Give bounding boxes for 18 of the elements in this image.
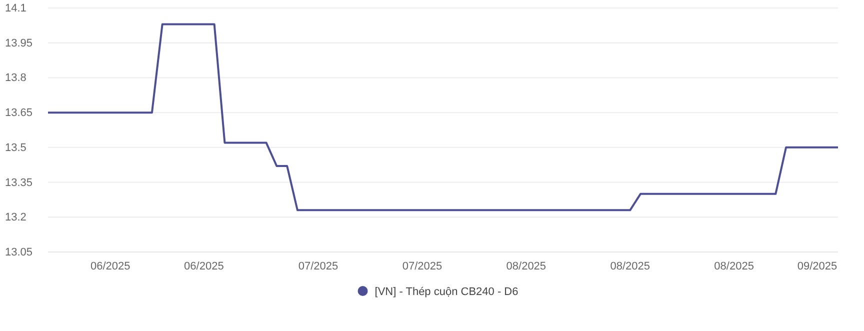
y-tick-label: 13.05: [5, 246, 33, 259]
x-tick-label: 08/2025: [506, 260, 546, 272]
x-tick-label: 08/2025: [714, 260, 754, 272]
x-tick-label: 07/2025: [402, 260, 442, 272]
x-tick-label: 07/2025: [298, 260, 338, 272]
y-tick-label: 13.35: [5, 176, 33, 189]
line-series: [47, 23, 839, 212]
y-tick-label: 13.65: [5, 107, 33, 120]
y-tick-label: 14.1: [5, 2, 26, 15]
x-tick-label: 06/2025: [90, 260, 130, 272]
y-tick-label: 13.5: [5, 142, 26, 154]
y-tick-label: 13.95: [5, 37, 33, 50]
y-tick-label: 13.2: [5, 212, 26, 224]
x-tick-label: 09/2025: [797, 260, 838, 272]
x-tick-label: 08/2025: [610, 260, 650, 272]
x-tick-label: 06/2025: [184, 260, 224, 272]
y-tick-label: 13.8: [5, 72, 26, 84]
legend-label: [VN] - Thép cuộn CB240 - D6: [374, 286, 518, 298]
